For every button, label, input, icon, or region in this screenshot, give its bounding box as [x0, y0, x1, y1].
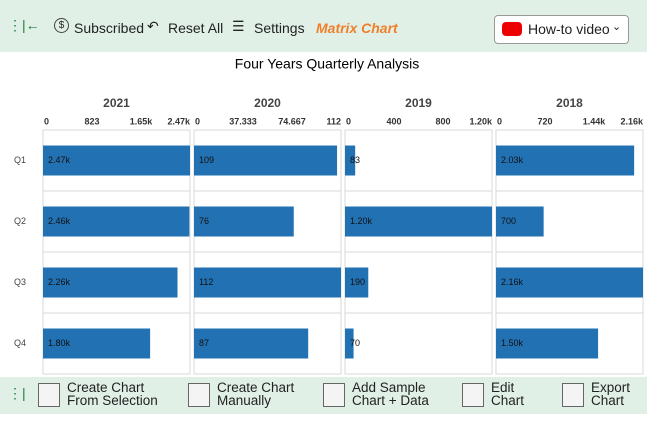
bar	[496, 206, 544, 237]
settings-button[interactable]: Settings	[254, 20, 305, 36]
row-label: Q1	[14, 155, 26, 165]
toolbar: ⋮|← $ Subscribed ↶ Reset All ☰ Settings …	[0, 0, 647, 52]
x-tick-label: 0	[195, 116, 200, 126]
value-label: 2.46k	[48, 216, 71, 226]
row-label: Q2	[14, 216, 26, 226]
brand: Matrix Chart	[316, 20, 398, 36]
settings-icon: ☰	[232, 18, 245, 34]
subscribe-icon: $	[54, 18, 69, 33]
bar	[496, 145, 635, 176]
menu-icon: ⋮|←	[8, 17, 40, 33]
x-tick-label: 0	[497, 116, 502, 126]
x-tick-label: 0	[44, 116, 49, 126]
subscribed-button[interactable]: Subscribed	[74, 20, 145, 36]
x-tick-label: 400	[386, 116, 401, 126]
button-label: Chart	[591, 393, 625, 408]
bar	[345, 267, 369, 298]
menu-icon: ⋮|	[8, 385, 26, 401]
button-label: Create Chart	[217, 380, 295, 395]
x-tick-label: 800	[435, 116, 450, 126]
panel-title: 2020	[254, 96, 281, 110]
button-icon	[188, 383, 210, 407]
button-label: Edit	[491, 380, 515, 395]
bar	[194, 328, 309, 359]
bar	[345, 328, 354, 359]
x-tick-label: 1.65k	[130, 116, 154, 126]
value-label: 83	[350, 155, 360, 165]
value-label: 70	[350, 338, 360, 348]
chart: Four Years Quarterly Analysis Q1 Q2 Q3 Q4 20…	[14, 56, 644, 375]
bar	[194, 267, 341, 298]
bar	[43, 206, 190, 237]
panel-title: 2018	[556, 96, 583, 110]
x-tick-label: 37.333	[229, 116, 257, 126]
button-label: Export	[591, 380, 631, 395]
video-label: How-to video	[528, 21, 610, 37]
row-label: Q3	[14, 277, 26, 287]
value-label: 700	[501, 216, 516, 226]
value-label: 112	[199, 277, 213, 287]
bar	[345, 145, 356, 176]
button-label: Add Sample	[352, 380, 426, 395]
bar	[496, 267, 643, 298]
bar	[345, 206, 492, 237]
video-icon	[502, 22, 522, 36]
bar	[496, 328, 599, 359]
bar	[43, 145, 190, 176]
button-label: Create Chart	[67, 380, 145, 395]
row-label: Q4	[14, 338, 26, 348]
button-icon	[562, 383, 584, 407]
x-tick-label: 823	[84, 116, 99, 126]
chart-title: Four Years Quarterly Analysis	[235, 56, 419, 72]
panel-title: 2021	[103, 96, 130, 110]
button-label: Manually	[217, 393, 272, 408]
value-label: 76	[199, 216, 209, 226]
value-label: 109	[199, 155, 214, 165]
bar	[194, 145, 338, 176]
bar	[43, 267, 178, 298]
x-tick-label: 74.667	[278, 116, 306, 126]
video-button[interactable]: How-to video ⌄	[494, 15, 629, 44]
value-label: 2.26k	[48, 277, 71, 287]
x-tick-label: 1.44k	[583, 116, 607, 126]
value-label: 1.50k	[501, 338, 524, 348]
value-label: 2.47k	[48, 155, 71, 165]
reset-button[interactable]: Reset All	[168, 20, 224, 36]
button-icon	[462, 383, 484, 407]
panel-title: 2019	[405, 96, 432, 110]
x-tick-label: 0	[346, 116, 351, 126]
value-label: 1.80k	[48, 338, 71, 348]
button-icon	[323, 383, 345, 407]
x-tick-label: 1.20k	[469, 116, 493, 126]
button-icon	[38, 383, 60, 407]
dropdown-arrow: ⌄	[612, 21, 622, 33]
x-tick-label: 112	[326, 116, 341, 126]
reset-icon: ↶	[147, 18, 159, 34]
x-tick-label: 720	[537, 116, 552, 126]
x-tick-label: 2.47k	[167, 116, 191, 126]
value-label: 87	[199, 338, 209, 348]
value-label: 1.20k	[350, 216, 373, 226]
bar	[43, 328, 151, 359]
button-label: Chart + Data	[352, 393, 429, 408]
button-label: Chart	[491, 393, 525, 408]
x-tick-label: 2.16k	[620, 116, 644, 126]
value-label: 2.03k	[501, 155, 524, 165]
bar	[194, 206, 294, 237]
footer: ⋮| Create Chart From Selection Create Char…	[0, 377, 647, 414]
value-label: 2.16k	[501, 277, 524, 287]
value-label: 190	[350, 277, 365, 287]
button-label: From Selection	[67, 393, 158, 408]
